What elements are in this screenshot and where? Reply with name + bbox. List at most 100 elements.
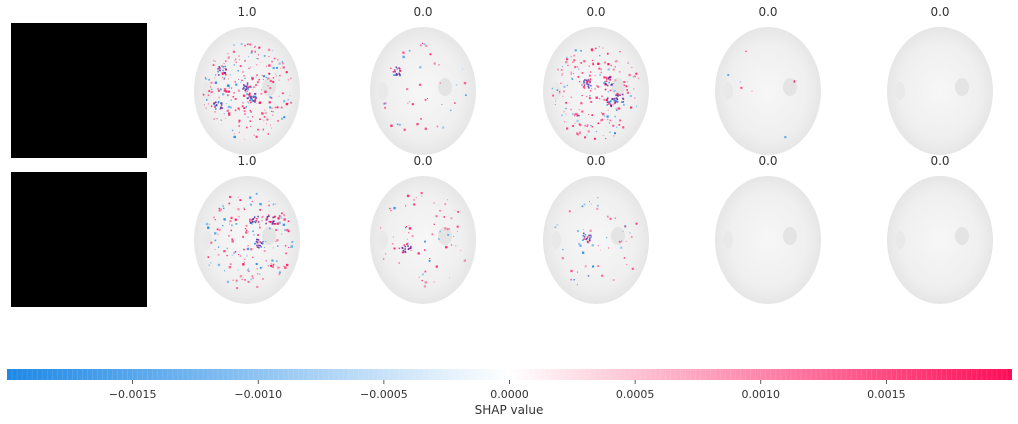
- attribution-pixel: [591, 125, 594, 128]
- attribution-pixel: [402, 251, 405, 253]
- attribution-pixel: [570, 108, 572, 111]
- attribution-pixel: [551, 87, 554, 90]
- attribution-pixel: [379, 227, 382, 229]
- attribution-pixel: [793, 80, 796, 82]
- attribution-pixel: [229, 74, 232, 76]
- attribution-pixel: [221, 107, 224, 109]
- attribution-pixel: [260, 242, 263, 245]
- attribution-pixel: [629, 232, 631, 234]
- attribution-pixel: [560, 82, 562, 84]
- optic-disc: [611, 227, 625, 245]
- attribution-pixel: [586, 237, 588, 240]
- attribution-pixel: [609, 217, 612, 220]
- attribution-pixel: [408, 232, 410, 234]
- attribution-pixel: [287, 103, 289, 105]
- attribution-pixel: [404, 251, 407, 254]
- attribution-pixel: [589, 80, 591, 82]
- panel-label: 0.0: [930, 154, 949, 168]
- attribution-pixel: [247, 93, 250, 96]
- attribution-pixel: [264, 112, 267, 115]
- attribution-pixel: [258, 46, 261, 49]
- attribution-pixel: [462, 68, 464, 70]
- attribution-pixel: [616, 94, 618, 97]
- attribution-pixel: [408, 49, 411, 52]
- attribution-pixel: [581, 110, 584, 113]
- attribution-pixel: [614, 102, 616, 105]
- attribution-pixel: [261, 112, 264, 115]
- attribution-pixel: [272, 66, 275, 70]
- attribution-pixel: [254, 98, 257, 101]
- attribution-pixel: [257, 215, 259, 218]
- attribution-pixel: [290, 77, 292, 80]
- attribution-pixel: [594, 75, 596, 77]
- attribution-pixel: [429, 53, 432, 56]
- attribution-pixel: [441, 104, 443, 106]
- attribution-pixel: [582, 86, 585, 89]
- attribution-pixel: [242, 71, 244, 73]
- attribution-panel: 0.0: [715, 154, 821, 304]
- attribution-pixel: [562, 248, 564, 251]
- attribution-pixel: [233, 135, 236, 139]
- attribution-pixel: [254, 45, 256, 48]
- attribution-pixel: [268, 227, 271, 230]
- attribution-pixel: [615, 108, 617, 110]
- image-grid: 1.0 0.0 0.0 0.0 0.0 1.0 0.0 0.0 0.0 0.0: [11, 5, 993, 307]
- attribution-pixel: [232, 279, 234, 281]
- attribution-pixel: [606, 215, 609, 218]
- attribution-pixel: [623, 84, 625, 86]
- attribution-pixel: [244, 90, 247, 93]
- attribution-pixel: [248, 270, 250, 273]
- attribution-pixel: [253, 216, 256, 219]
- fundus-image: [543, 27, 649, 155]
- attribution-pixel: [389, 207, 391, 210]
- attribution-pixel: [563, 111, 565, 113]
- attribution-pixel: [278, 95, 280, 97]
- attribution-pixel: [606, 78, 608, 80]
- attribution-pixel: [253, 234, 255, 236]
- attribution-pixel: [402, 249, 405, 252]
- attribution-pixel: [251, 98, 253, 101]
- attribution-pixel: [403, 244, 406, 246]
- attribution-pixel: [583, 81, 585, 83]
- attribution-pixel: [617, 95, 619, 97]
- attribution-pixel: [609, 131, 611, 133]
- attribution-pixel: [578, 114, 580, 117]
- attribution-pixel: [251, 221, 254, 223]
- attribution-pixel: [384, 102, 387, 105]
- attribution-pixel: [433, 223, 435, 225]
- attribution-pixel: [442, 126, 445, 129]
- attribution-pixel: [255, 76, 257, 78]
- attribution-pixel: [618, 124, 621, 126]
- attribution-pixel: [259, 209, 261, 211]
- attribution-pixel: [402, 51, 405, 54]
- attribution-pixel: [570, 73, 573, 76]
- attribution-pixel: [256, 244, 258, 247]
- attribution-pixel: [206, 78, 208, 80]
- attribution-pixel: [591, 49, 593, 51]
- attribution-pixel: [256, 285, 259, 288]
- attribution-pixel: [249, 66, 252, 68]
- attribution-pixel: [401, 251, 404, 254]
- attribution-pixel: [255, 97, 258, 99]
- attribution-pixel: [571, 113, 574, 116]
- attribution-pixel: [450, 217, 453, 220]
- attribution-pixel: [210, 105, 213, 107]
- attribution-pixel: [626, 89, 629, 91]
- attribution-pixel: [565, 58, 569, 61]
- attribution-pixel: [591, 244, 594, 247]
- attribution-pixel: [216, 228, 219, 231]
- attribution-pixel: [383, 102, 386, 105]
- attribution-pixel: [611, 83, 613, 86]
- attribution-pixel: [751, 90, 753, 92]
- attribution-pixel: [406, 242, 409, 245]
- attribution-pixel: [261, 220, 263, 222]
- attribution-pixel: [408, 225, 410, 227]
- fundus-shade: [551, 231, 561, 249]
- attribution-pixel: [623, 257, 626, 259]
- colorbar-tick-label: 0.0015: [867, 388, 906, 401]
- attribution-pixel: [247, 87, 249, 90]
- attribution-pixel: [248, 102, 250, 104]
- attribution-pixel: [255, 262, 258, 266]
- attribution-pixel: [233, 92, 235, 94]
- attribution-pixel: [249, 218, 251, 221]
